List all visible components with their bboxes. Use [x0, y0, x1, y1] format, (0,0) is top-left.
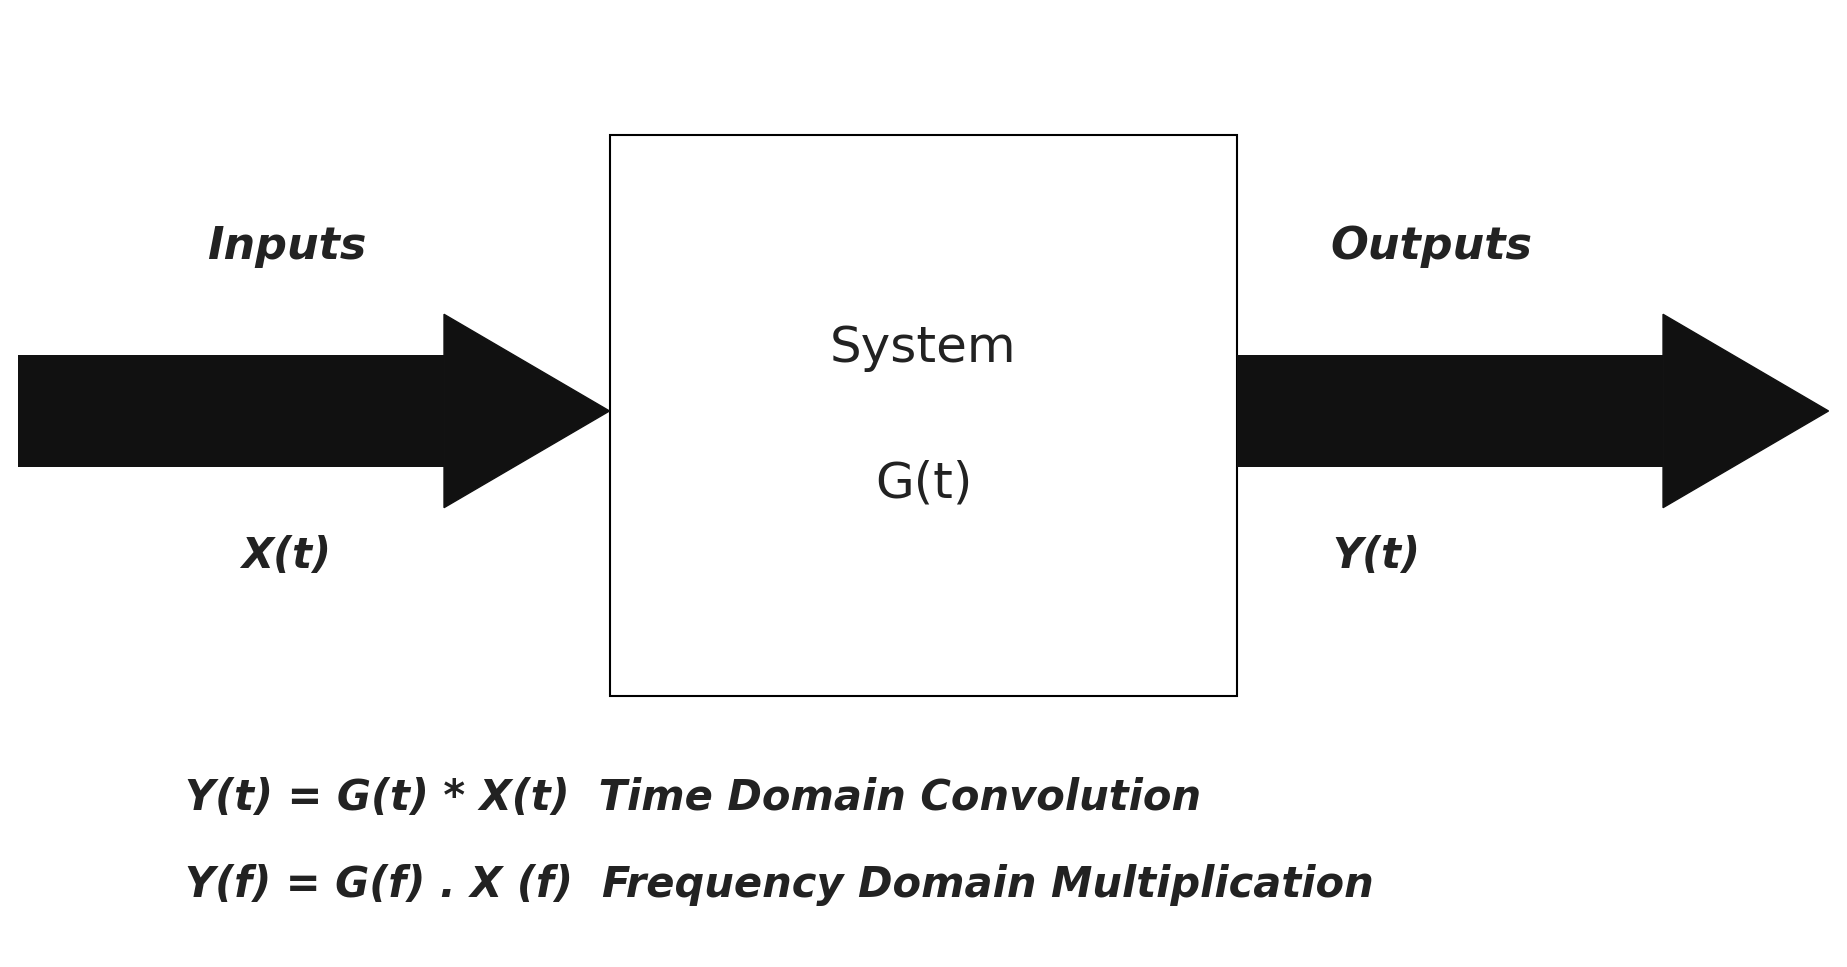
Text: Y(f) = G(f) . X (f)  Frequency Domain Multiplication: Y(f) = G(f) . X (f) Frequency Domain Mul…	[185, 864, 1374, 906]
Text: System: System	[829, 324, 1018, 372]
Polygon shape	[443, 314, 610, 508]
Text: X(t): X(t)	[242, 535, 331, 577]
Text: Outputs: Outputs	[1330, 225, 1533, 268]
Text: G(t): G(t)	[875, 459, 972, 508]
Bar	[610, 135, 1237, 696]
Text: Y(t) = G(t) * X(t)  Time Domain Convolution: Y(t) = G(t) * X(t) Time Domain Convoluti…	[185, 777, 1201, 819]
Text: Y(t): Y(t)	[1332, 535, 1420, 577]
Text: Inputs: Inputs	[207, 225, 366, 268]
Bar	[18, 356, 443, 467]
Bar	[1237, 356, 1662, 467]
Polygon shape	[1662, 314, 1829, 508]
